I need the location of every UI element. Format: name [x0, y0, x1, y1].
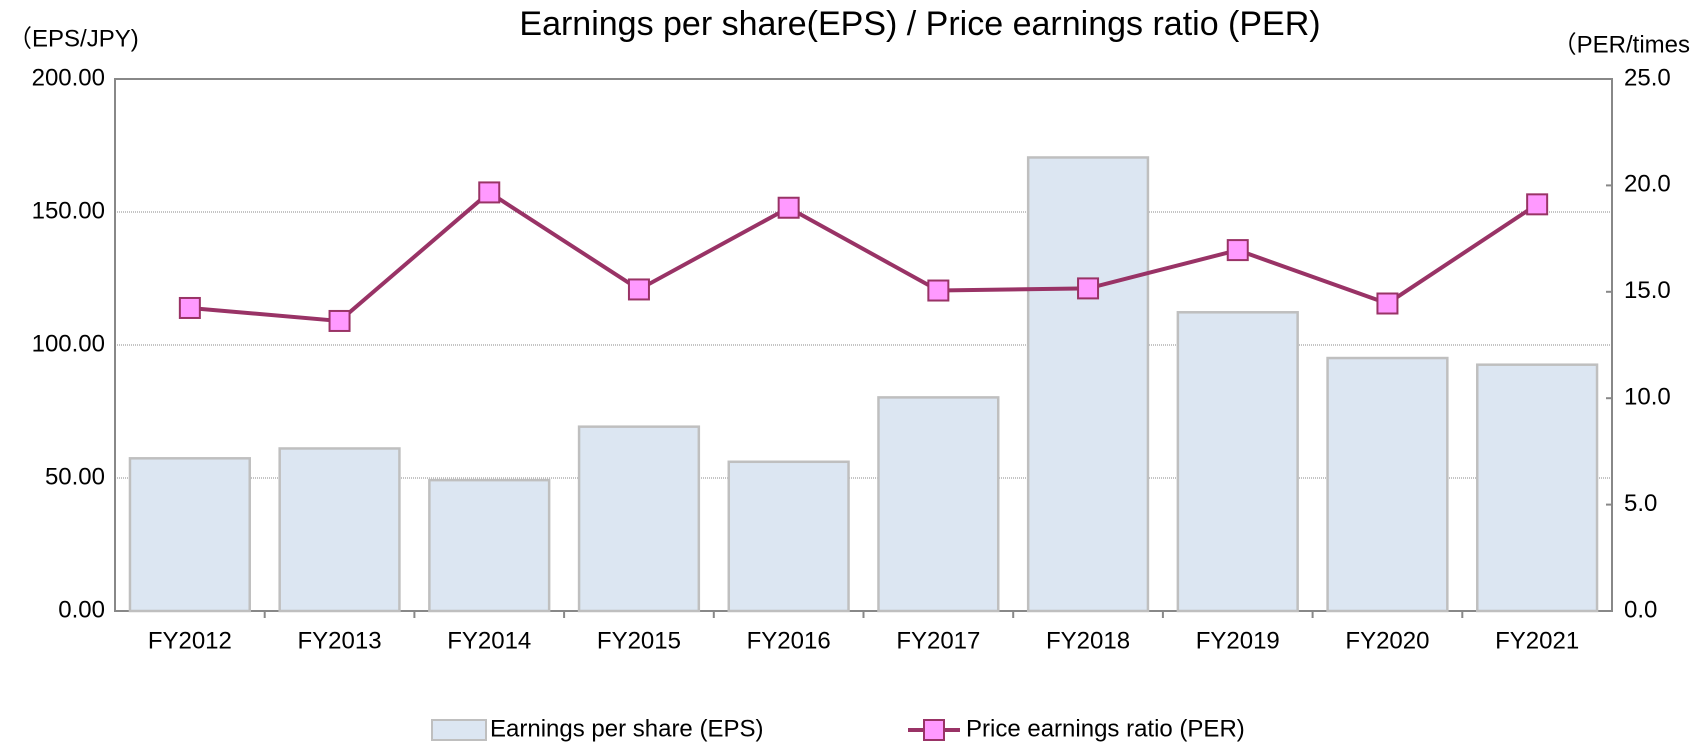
bar: [128, 457, 251, 613]
x-tick-label: FY2013: [298, 627, 382, 654]
bar: [1026, 156, 1150, 613]
bar: [428, 478, 551, 613]
y-tick-label: 200.00: [32, 64, 105, 91]
x-tick-label: FY2014: [447, 627, 531, 654]
y-tick-label: 150.00: [32, 197, 105, 224]
legend-label: Price earnings ratio (PER): [966, 715, 1245, 742]
marker: [1226, 239, 1249, 262]
bar: [1326, 356, 1449, 613]
marker: [1077, 277, 1100, 300]
legend-swatch: [431, 719, 487, 741]
x-tick-label: FY2020: [1345, 627, 1429, 654]
bar: [727, 460, 850, 613]
bar: [1176, 311, 1299, 613]
y2-tick-label: 25.0: [1624, 64, 1671, 91]
bar: [1476, 363, 1599, 613]
x-tick-label: FY2012: [148, 627, 232, 654]
y2-tick-label: 15.0: [1624, 277, 1671, 304]
x-tick-label: FY2016: [747, 627, 831, 654]
y2-tick-label: 20.0: [1624, 171, 1671, 198]
y-axis-label: （EPS/JPY): [8, 25, 139, 52]
x-tick-label: FY2017: [896, 627, 980, 654]
x-tick-label: FY2018: [1046, 627, 1130, 654]
y-tick-label: 50.00: [45, 463, 105, 490]
marker: [478, 181, 501, 204]
marker: [328, 309, 351, 332]
x-tick-label: FY2021: [1495, 627, 1579, 654]
legend-label: Earnings per share (EPS): [490, 715, 763, 742]
marker: [927, 279, 950, 302]
y2-tick-label: 5.0: [1624, 490, 1657, 517]
y-tick-label: 0.00: [58, 596, 105, 623]
line: [189, 189, 1539, 324]
bar: [877, 396, 1000, 613]
bar: [278, 447, 401, 613]
y-tick-label: 100.00: [32, 330, 105, 357]
marker: [1526, 193, 1549, 216]
x-tick-label: FY2019: [1196, 627, 1280, 654]
x-tick-label: FY2015: [597, 627, 681, 654]
bar: [577, 425, 701, 613]
marker: [777, 196, 800, 219]
chart-title: Earnings per share(EPS) / Price earnings…: [519, 5, 1320, 43]
marker: [627, 278, 650, 301]
marker: [178, 296, 201, 319]
y2-tick-label: 10.0: [1624, 384, 1671, 411]
legend-marker: [923, 719, 945, 741]
y2-axis-label: （PER/times: [1553, 31, 1690, 58]
marker: [1376, 292, 1399, 315]
y2-tick-label: 0.0: [1624, 596, 1657, 623]
